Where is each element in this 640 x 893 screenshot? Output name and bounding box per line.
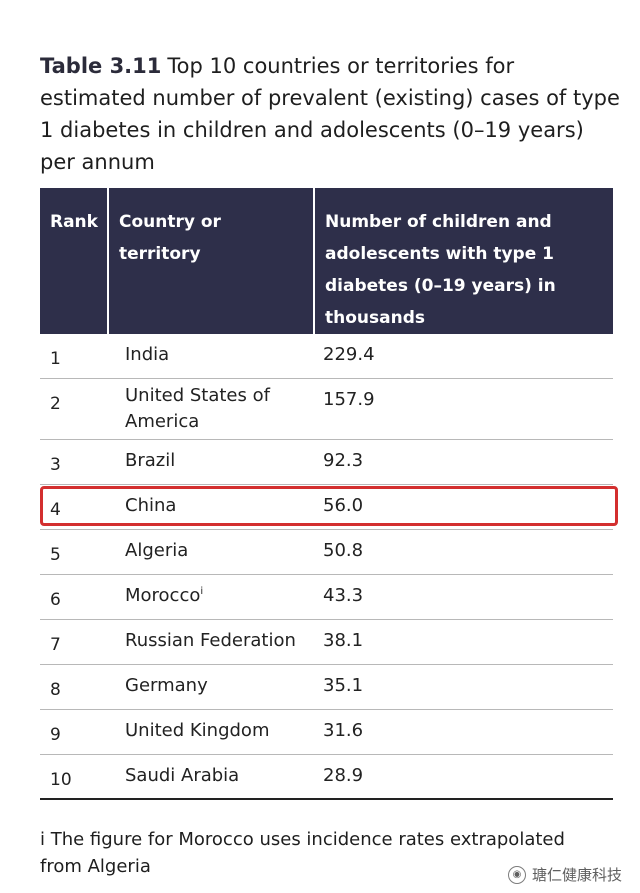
watermark-text: 瑭仁健康科技 xyxy=(531,866,622,884)
table-row: 1 India 229.4 xyxy=(40,334,613,379)
header-country: Country or territory xyxy=(107,188,313,334)
wechat-icon: ◉ xyxy=(507,865,526,884)
table-caption-label: Table 3.11 xyxy=(40,54,162,78)
rank-cell: 4 xyxy=(50,500,61,520)
country-cell: Russian Federation xyxy=(125,630,296,651)
watermark: ◉ 瑭仁健康科技 xyxy=(507,864,622,885)
table-header: Rank Country or territory Number of chil… xyxy=(40,188,613,334)
country-cell: Germany xyxy=(125,675,208,696)
rank-cell: 7 xyxy=(50,635,61,655)
value-cell: 43.3 xyxy=(323,585,364,606)
country-cell: China xyxy=(125,495,177,516)
rank-cell: 9 xyxy=(50,725,61,745)
rank-cell: 10 xyxy=(50,770,72,790)
header-number: Number of children and adolescents with … xyxy=(313,188,613,334)
table-row: 6 Moroccoi 43.3 xyxy=(40,575,613,620)
table-row: 5 Algeria 50.8 xyxy=(40,530,613,575)
table-caption-text: Top 10 countries or territories for esti… xyxy=(40,54,620,174)
rank-cell: 5 xyxy=(50,545,61,565)
footnote-marker: i xyxy=(200,586,204,597)
value-cell: 56.0 xyxy=(323,495,364,516)
rank-cell: 1 xyxy=(50,349,61,369)
table-row-highlighted: 4 China 56.0 xyxy=(40,485,613,530)
table-row: 8 Germany 35.1 xyxy=(40,665,613,710)
table-caption: Table 3.11 Top 10 countries or territorie… xyxy=(40,50,620,178)
rank-cell: 6 xyxy=(50,590,61,610)
value-cell: 157.9 xyxy=(323,389,375,410)
country-name: Morocco xyxy=(125,585,201,606)
value-cell: 35.1 xyxy=(323,675,364,696)
data-table: Rank Country or territory Number of chil… xyxy=(40,188,613,800)
rank-cell: 8 xyxy=(50,680,61,700)
country-cell: India xyxy=(125,344,170,365)
value-cell: 38.1 xyxy=(323,630,364,651)
country-cell: Moroccoi xyxy=(107,575,313,619)
country-cell: United Kingdom xyxy=(125,720,270,741)
table-row: 9 United Kingdom 31.6 xyxy=(40,710,613,755)
value-cell: 229.4 xyxy=(323,344,375,365)
country-cell: Algeria xyxy=(125,540,189,561)
value-cell: 31.6 xyxy=(323,720,364,741)
value-cell: 92.3 xyxy=(323,450,364,471)
country-cell: United States of America xyxy=(125,385,270,432)
value-cell: 50.8 xyxy=(323,540,364,561)
rank-cell: 2 xyxy=(50,394,61,414)
table-row: 3 Brazil 92.3 xyxy=(40,440,613,485)
footnote: i The figure for Morocco uses incidence … xyxy=(40,829,565,877)
table-row: 10 Saudi Arabia 28.9 xyxy=(40,755,613,800)
country-cell: Saudi Arabia xyxy=(125,765,240,786)
header-rank: Rank xyxy=(50,212,98,232)
table-row: 2 United States of America 157.9 xyxy=(40,379,613,440)
table-row: 7 Russian Federation 38.1 xyxy=(40,620,613,665)
rank-cell: 3 xyxy=(50,455,61,475)
country-cell: Brazil xyxy=(125,450,176,471)
value-cell: 28.9 xyxy=(323,765,364,786)
